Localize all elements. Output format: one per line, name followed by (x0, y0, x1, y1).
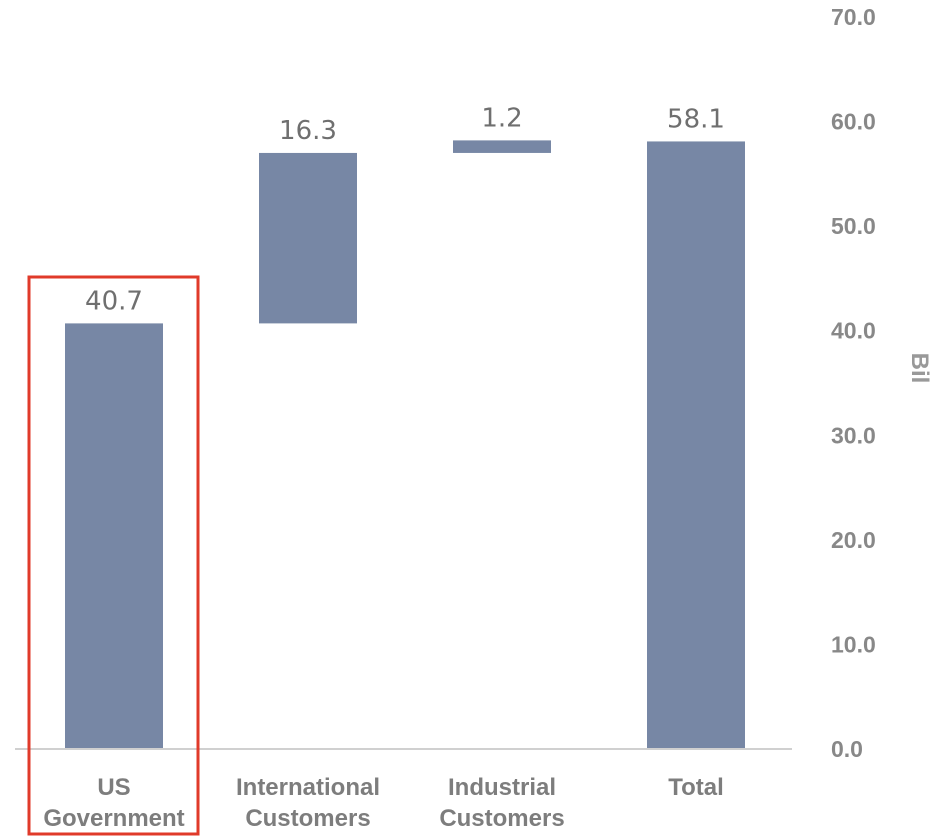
data-label-2: 1.2 (481, 103, 522, 133)
y-tick-label-5: 50.0 (831, 213, 876, 239)
category-label-0-line-0: US (97, 774, 130, 801)
category-label-1: International Customers (236, 774, 380, 832)
y-axis-label: Bil (906, 353, 933, 384)
category-label-0-line-1: Government (43, 805, 184, 832)
highlight-box (27, 275, 200, 836)
y-axis-ticks-group: 0.0 10.0 20.0 30.0 40.0 50.0 60.0 70.0 (831, 4, 876, 762)
y-tick-label-6: 60.0 (831, 109, 876, 135)
data-label-3: 58.1 (667, 104, 725, 134)
bar-1 (259, 152, 357, 324)
category-label-2-line-1: Customers (439, 805, 564, 832)
bars-group (65, 140, 745, 749)
category-label-2-line-0: Industrial (448, 774, 556, 801)
category-label-3-line-0: Total (668, 774, 724, 801)
bar-2 (453, 140, 551, 153)
bar-3 (647, 141, 745, 749)
y-tick-label-4: 40.0 (831, 318, 876, 344)
y-tick-label-3: 30.0 (831, 422, 876, 448)
category-label-0: US Government (43, 774, 184, 832)
y-tick-label-0: 0.0 (831, 736, 863, 762)
category-label-2: Industrial Customers (439, 774, 564, 832)
y-tick-label-1: 10.0 (831, 631, 876, 657)
data-labels-group: 40.7 16.3 1.2 58.1 (85, 103, 725, 316)
y-tick-label-2: 20.0 (831, 527, 876, 553)
data-label-0: 40.7 (85, 286, 143, 316)
category-label-3: Total (668, 774, 724, 801)
category-label-1-line-0: International (236, 774, 380, 801)
category-label-1-line-1: Customers (245, 805, 370, 832)
bar-0 (65, 323, 163, 749)
y-tick-label-7: 70.0 (831, 4, 876, 30)
data-label-1: 16.3 (279, 116, 337, 146)
